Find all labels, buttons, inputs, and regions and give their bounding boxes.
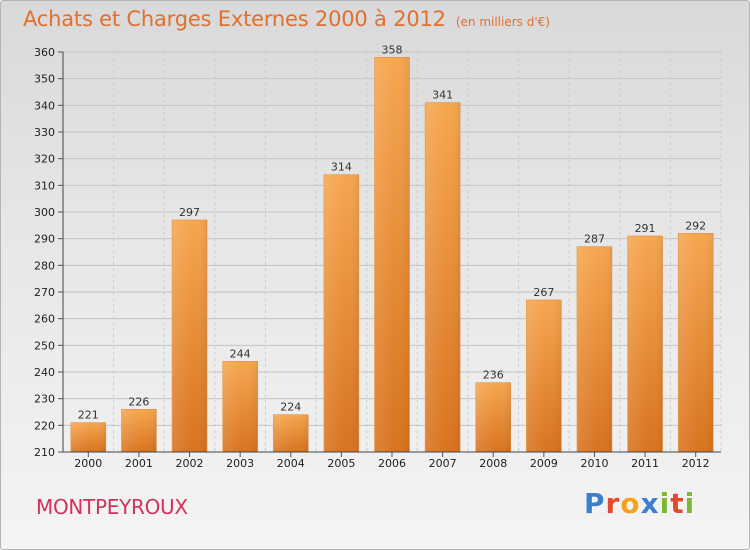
y-tick-label: 310	[34, 179, 55, 192]
x-tick-label: 2000	[74, 457, 102, 470]
chart-title: Achats et Charges Externes 2000 à 2012 (e…	[23, 7, 550, 31]
x-tick-label: 2009	[530, 457, 558, 470]
y-tick-label: 340	[34, 99, 55, 112]
bar-shade	[678, 233, 714, 452]
y-tick-label: 300	[34, 206, 55, 219]
data-label: 358	[382, 43, 403, 56]
y-tick-label: 320	[34, 153, 55, 166]
bar-shade	[425, 102, 461, 453]
x-tick-label: 2002	[176, 457, 204, 470]
logo-letter: r	[605, 487, 621, 520]
data-label: 292	[685, 219, 706, 232]
y-tick-label: 270	[34, 286, 55, 299]
data-label: 244	[230, 347, 251, 360]
bar-shade	[374, 57, 410, 452]
x-tick-label: 2010	[580, 457, 608, 470]
proxiti-logo[interactable]: Proxiti	[584, 487, 695, 520]
title-text: Achats et Charges Externes 2000 à 2012	[23, 7, 446, 31]
data-label: 267	[533, 286, 554, 299]
y-tick-label: 260	[34, 313, 55, 326]
bar-shade	[475, 382, 511, 452]
data-label: 236	[483, 369, 504, 382]
x-tick-label: 2012	[682, 457, 710, 470]
x-tick-label: 2003	[226, 457, 254, 470]
y-tick-label: 330	[34, 126, 55, 139]
bar-shade	[70, 422, 106, 452]
bar-shade	[627, 236, 663, 452]
y-tick-label: 350	[34, 73, 55, 86]
x-tick-label: 2011	[631, 457, 659, 470]
bar-shade	[222, 361, 258, 452]
x-tick-label: 2007	[429, 457, 457, 470]
data-label: 224	[280, 401, 301, 414]
y-tick-label: 220	[34, 419, 55, 432]
data-label: 287	[584, 233, 605, 246]
x-tick-label: 2005	[327, 457, 355, 470]
x-tick-label: 2008	[479, 457, 507, 470]
x-tick-label: 2001	[125, 457, 153, 470]
data-label: 291	[635, 222, 656, 235]
y-tick-label: 280	[34, 259, 55, 272]
bar-shade	[323, 174, 359, 452]
data-label: 297	[179, 206, 200, 219]
bars: 221 226 297 244 224 314 358 341 236 267 287 291 292	[70, 43, 714, 453]
data-label: 314	[331, 161, 352, 174]
data-label: 221	[78, 409, 99, 422]
logo-letter: i	[659, 487, 671, 520]
data-label: 226	[128, 395, 149, 408]
x-tick-label: 2004	[277, 457, 305, 470]
logo-letter: o	[620, 487, 641, 520]
logo-letter: P	[584, 487, 606, 520]
bar-shade	[526, 300, 562, 452]
logo-letter: t	[670, 487, 685, 520]
x-tick-label: 2006	[378, 457, 406, 470]
y-tick-label: 240	[34, 366, 55, 379]
bar-shade	[576, 246, 612, 452]
y-tick-label: 290	[34, 233, 55, 246]
logo-letter: x	[640, 487, 660, 520]
bar-shade	[273, 414, 309, 452]
place-name: MONTPEYROUX	[36, 495, 188, 519]
logo-letter: i	[684, 487, 696, 520]
title-unit: (en milliers d'€)	[455, 15, 550, 29]
bar-shade	[172, 220, 208, 452]
axes: 210 220 230 240 250 260 270 280 290 300 310 320 330 3…	[34, 46, 721, 470]
bar-shade	[121, 409, 157, 452]
y-tick-label: 230	[34, 393, 55, 406]
data-label: 341	[432, 89, 453, 102]
y-tick-label: 210	[34, 446, 55, 459]
y-tick-label: 250	[34, 339, 55, 352]
y-tick-label: 360	[34, 46, 55, 59]
